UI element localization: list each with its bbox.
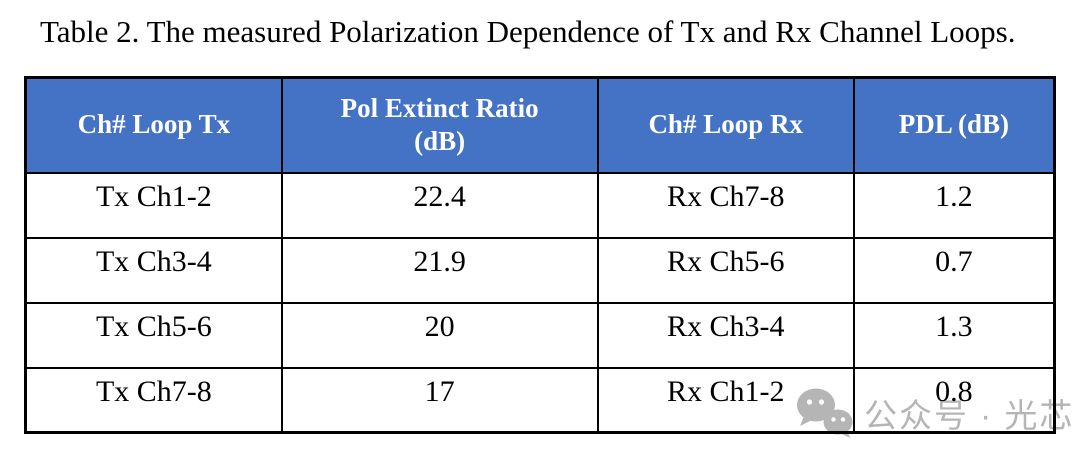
cell-per-value: 21.9 <box>280 236 599 304</box>
cell-per-value: 22.4 <box>280 171 599 239</box>
cell-rx-loop: Rx Ch1-2 <box>596 366 855 434</box>
cell-tx-loop: Tx Ch7-8 <box>24 366 283 434</box>
table-row: Tx Ch7-8 17 Rx Ch1-2 0.8 <box>24 366 1056 434</box>
cell-tx-loop: Tx Ch5-6 <box>24 301 283 369</box>
cell-rx-loop: Rx Ch5-6 <box>596 236 855 304</box>
cell-pdl-value: 1.2 <box>852 171 1056 239</box>
table-row: Tx Ch1-2 22.4 Rx Ch7-8 1.2 <box>24 171 1056 239</box>
header-ch-loop-rx: Ch# Loop Rx <box>596 76 855 174</box>
cell-per-value: 20 <box>280 301 599 369</box>
header-pdl: PDL (dB) <box>852 76 1056 174</box>
cell-pdl-value: 1.3 <box>852 301 1056 369</box>
cell-per-value: 17 <box>280 366 599 434</box>
table-row: Tx Ch5-6 20 Rx Ch3-4 1.3 <box>24 301 1056 369</box>
cell-tx-loop: Tx Ch3-4 <box>24 236 283 304</box>
cell-rx-loop: Rx Ch3-4 <box>596 301 855 369</box>
cell-rx-loop: Rx Ch7-8 <box>596 171 855 239</box>
header-pol-extinct-ratio: Pol Extinct Ratio (dB) <box>280 76 599 174</box>
table-caption: Table 2. The measured Polarization Depen… <box>40 14 1016 49</box>
header-ch-loop-tx: Ch# Loop Tx <box>24 76 283 174</box>
cell-pdl-value: 0.8 <box>852 366 1056 434</box>
cell-tx-loop: Tx Ch1-2 <box>24 171 283 239</box>
table-header-row: Ch# Loop Tx Pol Extinct Ratio (dB) Ch# L… <box>24 76 1056 174</box>
polarization-table: Ch# Loop Tx Pol Extinct Ratio (dB) Ch# L… <box>24 76 1056 434</box>
cell-pdl-value: 0.7 <box>852 236 1056 304</box>
table-row: Tx Ch3-4 21.9 Rx Ch5-6 0.7 <box>24 236 1056 304</box>
